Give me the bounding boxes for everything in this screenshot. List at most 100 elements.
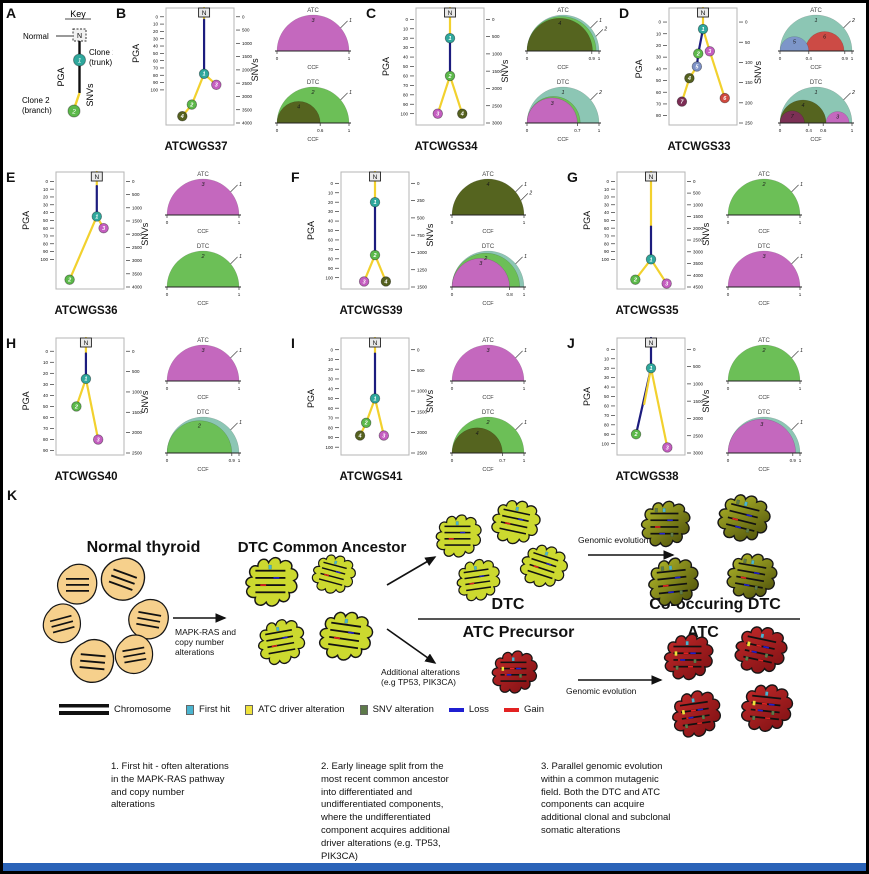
tree-ATCWGS38: 0 10 20 30 40 50 60 70 80 90 100 PGA 0 500 1000 1500 200…: [581, 333, 713, 483]
svg-text:0.9: 0.9: [589, 56, 596, 61]
svg-text:5: 5: [793, 40, 797, 46]
svg-text:1: 1: [239, 348, 242, 354]
svg-text:2: 2: [633, 278, 637, 284]
clone-node-3: 3: [211, 79, 222, 90]
svg-text:200: 200: [745, 100, 753, 105]
panel-G: G 0 10 20 30 40 50 60 70 80 90 100 PGA 0 500 1000 1500 20…: [564, 167, 866, 317]
legend-swatch-atcdriver: [245, 704, 254, 715]
key-clone2-sub: (branch): [22, 106, 52, 115]
sample-name-ATCWGS33: ATCWGS33: [667, 141, 731, 153]
svg-text:1250: 1250: [417, 267, 428, 272]
normal-node-box: [90, 171, 103, 182]
clone-ccf-arc: [727, 178, 801, 216]
legend-swatch-firsthit: [186, 704, 195, 715]
svg-text:0: 0: [492, 17, 495, 22]
svg-text:60: 60: [604, 404, 610, 409]
svg-text:0: 0: [526, 128, 529, 133]
tree-ATCWGS40: 0 10 20 30 40 50 60 70 80 90 PGA 0 500 1000 1500 2000 25…: [20, 333, 152, 483]
clone-node-1: 1: [369, 196, 381, 208]
snvs-axis-label: SNVs: [425, 223, 435, 247]
svg-text:100: 100: [745, 60, 753, 65]
key-clone1-sub: (trunk): [89, 58, 112, 67]
svg-text:1: 1: [598, 56, 601, 61]
clone-ccf-arc: [825, 111, 850, 124]
svg-text:70: 70: [43, 426, 49, 431]
normal-thyroid-cells: [124, 596, 174, 651]
svg-text:5: 5: [695, 64, 699, 70]
clone-node-1: 1: [444, 32, 456, 44]
tree-plot-ATCWGS36: 0 10 20 30 40 50 60 70 80 90 100 PGA 0 500 1000 1500 200…: [21, 170, 150, 290]
atc-cells: [731, 622, 789, 685]
svg-text:2: 2: [851, 90, 855, 96]
svg-text:60: 60: [403, 74, 409, 79]
svg-text:N: N: [448, 10, 453, 17]
ccf-plots-ATCWGS37: ATC 3 0 1 CCF 1 DTC 2 4 0 0.6 1 CCF 1: [262, 3, 364, 147]
panel-letter-B: B: [116, 5, 127, 21]
svg-text:4: 4: [476, 431, 479, 437]
svg-text:1: 1: [523, 386, 526, 391]
svg-text:60: 60: [153, 58, 159, 63]
tree-plot-ATCWGS39: 0 10 20 30 40 50 60 70 80 90 100 PGA 0 250 500 750 1000 1…: [306, 170, 435, 290]
ccf-plot-ATCWGS41-atc: ATC 3 0 1 CCF 1: [450, 338, 527, 401]
legend-swatch-snvalt: [359, 704, 368, 715]
clone-node-1: 1: [645, 254, 657, 265]
svg-text:0: 0: [417, 347, 420, 352]
ccf-axis-label: CCF: [758, 301, 770, 307]
svg-text:90: 90: [43, 249, 49, 254]
svg-text:3: 3: [551, 101, 555, 107]
ccf-axis-label: CCF: [197, 395, 209, 401]
svg-text:1000: 1000: [417, 389, 428, 394]
svg-text:0: 0: [166, 292, 169, 297]
svg-text:1000: 1000: [132, 390, 143, 395]
tree-branch: [649, 367, 669, 449]
svg-text:20: 20: [656, 43, 662, 48]
svg-text:10: 10: [604, 356, 610, 361]
svg-text:90: 90: [43, 448, 49, 453]
svg-text:1: 1: [800, 182, 803, 188]
panel-letter-F: F: [291, 169, 300, 185]
ccf-plot-title: ATC: [482, 172, 494, 178]
svg-text:3: 3: [201, 348, 205, 354]
svg-text:50: 50: [328, 228, 334, 233]
legend-item-loss: Loss: [448, 704, 489, 715]
svg-text:2: 2: [528, 190, 532, 196]
pga-axis-label: PGA: [582, 387, 592, 406]
tree-branch: [643, 367, 653, 406]
svg-text:100: 100: [150, 88, 158, 93]
legend-item-atcdriver: ATC driver alteration: [245, 704, 345, 715]
svg-text:500: 500: [693, 191, 701, 196]
svg-text:1500: 1500: [132, 410, 143, 415]
panel-letter-K: K: [7, 487, 18, 503]
svg-text:1: 1: [800, 420, 803, 426]
svg-text:1: 1: [649, 366, 652, 372]
ccf-plot-title: ATC: [197, 172, 209, 178]
pga-axis-label: PGA: [306, 221, 316, 240]
tree-ATCWGS34: 0 10 20 30 40 50 60 70 80 90 100 PGA 0 500 1000 1500 200…: [380, 3, 512, 153]
svg-text:2500: 2500: [693, 238, 704, 243]
svg-text:40: 40: [43, 393, 49, 398]
key-normal-label: Normal: [23, 32, 49, 41]
svg-text:3: 3: [215, 83, 218, 89]
svg-text:2500: 2500: [693, 433, 704, 438]
svg-text:3: 3: [479, 261, 483, 267]
tree-plot-ATCWGS40: 0 10 20 30 40 50 60 70 80 90 PGA 0 500 1000 1500 2000 25…: [21, 336, 150, 456]
svg-text:1: 1: [799, 220, 802, 225]
svg-text:3: 3: [708, 49, 711, 55]
svg-text:10: 10: [153, 22, 159, 27]
tree-branch: [448, 74, 464, 115]
key-pga-label: PGA: [56, 67, 66, 86]
panel-letter-G: G: [567, 169, 578, 185]
svg-text:0.9: 0.9: [842, 56, 849, 61]
sample-name-ATCWGS41: ATCWGS41: [339, 471, 403, 483]
svg-text:0.7: 0.7: [574, 128, 581, 133]
atc-cells: [668, 687, 724, 748]
svg-text:80: 80: [656, 113, 662, 118]
clone-ccf-arc: [727, 250, 801, 288]
ccf-plot-title: DTC: [810, 80, 823, 86]
ccf-axis-label: CCF: [482, 229, 494, 235]
clone-node-2: 2: [693, 48, 704, 59]
svg-text:0: 0: [451, 386, 454, 391]
